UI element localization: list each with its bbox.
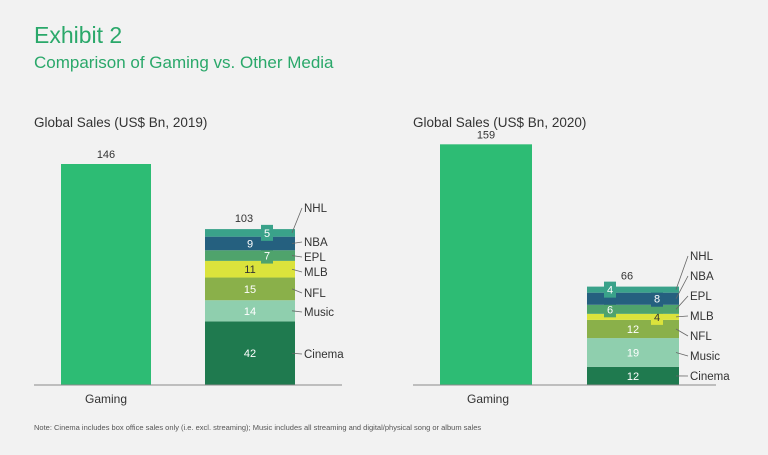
legend-epl: EPL [690, 291, 712, 303]
segment-value-epl: 7 [264, 251, 270, 263]
leader-line-mlb [291, 268, 303, 273]
category-label-gaming: Gaming [467, 392, 509, 406]
legend-cinema: Cinema [690, 371, 730, 383]
leader-line-cinema [291, 352, 303, 355]
segment-music [587, 338, 679, 367]
segment-epl [587, 304, 679, 314]
segment-nba [587, 292, 679, 305]
segment-nhl [205, 229, 295, 237]
leader-line-nba [291, 241, 303, 244]
segment-nhl [587, 286, 679, 293]
segment-mlb [205, 260, 295, 278]
segment-value-nhl: 5 [264, 228, 270, 240]
exhibit-title: Exhibit 2 [34, 22, 123, 48]
legend-music: Music [690, 351, 720, 363]
bar-gaming [61, 164, 151, 385]
leader-line-nfl [291, 288, 303, 294]
segment-value-cinema: 12 [627, 371, 639, 383]
legend-mlb: MLB [304, 267, 328, 279]
segment-value-mlb: 4 [654, 312, 660, 324]
segment-value-music: 14 [244, 306, 256, 318]
gaming-value-label: 146 [97, 149, 115, 161]
segment-value-epl: 6 [607, 304, 613, 316]
legend-nhl: NHL [304, 203, 328, 215]
segment-mlb [587, 313, 679, 320]
leader-line-epl [291, 255, 303, 258]
segment-value-nba: 9 [247, 238, 253, 250]
stack-total-label: 66 [621, 271, 633, 283]
legend-music: Music [304, 307, 334, 319]
leader-line-nba [675, 275, 689, 299]
chart-title: Global Sales (US$ Bn, 2019) [34, 115, 207, 130]
leader-line-nhl [291, 207, 303, 234]
segment-music [205, 300, 295, 322]
leader-line-music [291, 310, 303, 313]
badge-nhl [604, 281, 616, 298]
chart-title: Global Sales (US$ Bn, 2020) [413, 115, 586, 130]
legend-nba: NBA [690, 271, 714, 283]
legend-nfl: NFL [690, 331, 712, 343]
segment-cinema [587, 366, 679, 385]
legend-nhl: NHL [690, 251, 714, 263]
legend-cinema: Cinema [304, 349, 344, 361]
leader-line-epl [675, 295, 689, 310]
segment-value-music: 19 [627, 347, 639, 359]
bar-gaming [440, 144, 532, 385]
leader-line-nfl [675, 328, 689, 337]
leader-line-music [675, 352, 689, 357]
segment-value-cinema: 42 [244, 348, 256, 360]
badge-epl [261, 247, 273, 264]
legend-nba: NBA [304, 237, 328, 249]
segment-value-nhl: 4 [607, 285, 613, 297]
segment-value-nba: 8 [654, 294, 660, 306]
segment-cinema [205, 321, 295, 385]
stack-total-label: 103 [235, 213, 253, 225]
exhibit-subtitle: Comparison of Gaming vs. Other Media [34, 53, 334, 72]
leader-line-mlb [675, 315, 689, 318]
leader-line-nhl [675, 255, 689, 290]
segment-value-nfl: 12 [627, 324, 639, 336]
badge-nhl [261, 224, 273, 241]
gaming-value-label: 159 [477, 129, 495, 141]
footnote: Note: Cinema includes box office sales o… [34, 423, 482, 432]
segment-value-mlb: 11 [244, 264, 255, 276]
legend-nfl: NFL [304, 288, 326, 300]
legend-mlb: MLB [690, 311, 714, 323]
segment-value-nfl: 15 [244, 284, 256, 296]
badge-nba [651, 290, 663, 307]
category-label-gaming: Gaming [85, 392, 127, 406]
segment-nfl [205, 277, 295, 301]
legend-epl: EPL [304, 252, 326, 264]
badge-epl [604, 301, 616, 318]
segment-epl [205, 250, 295, 261]
